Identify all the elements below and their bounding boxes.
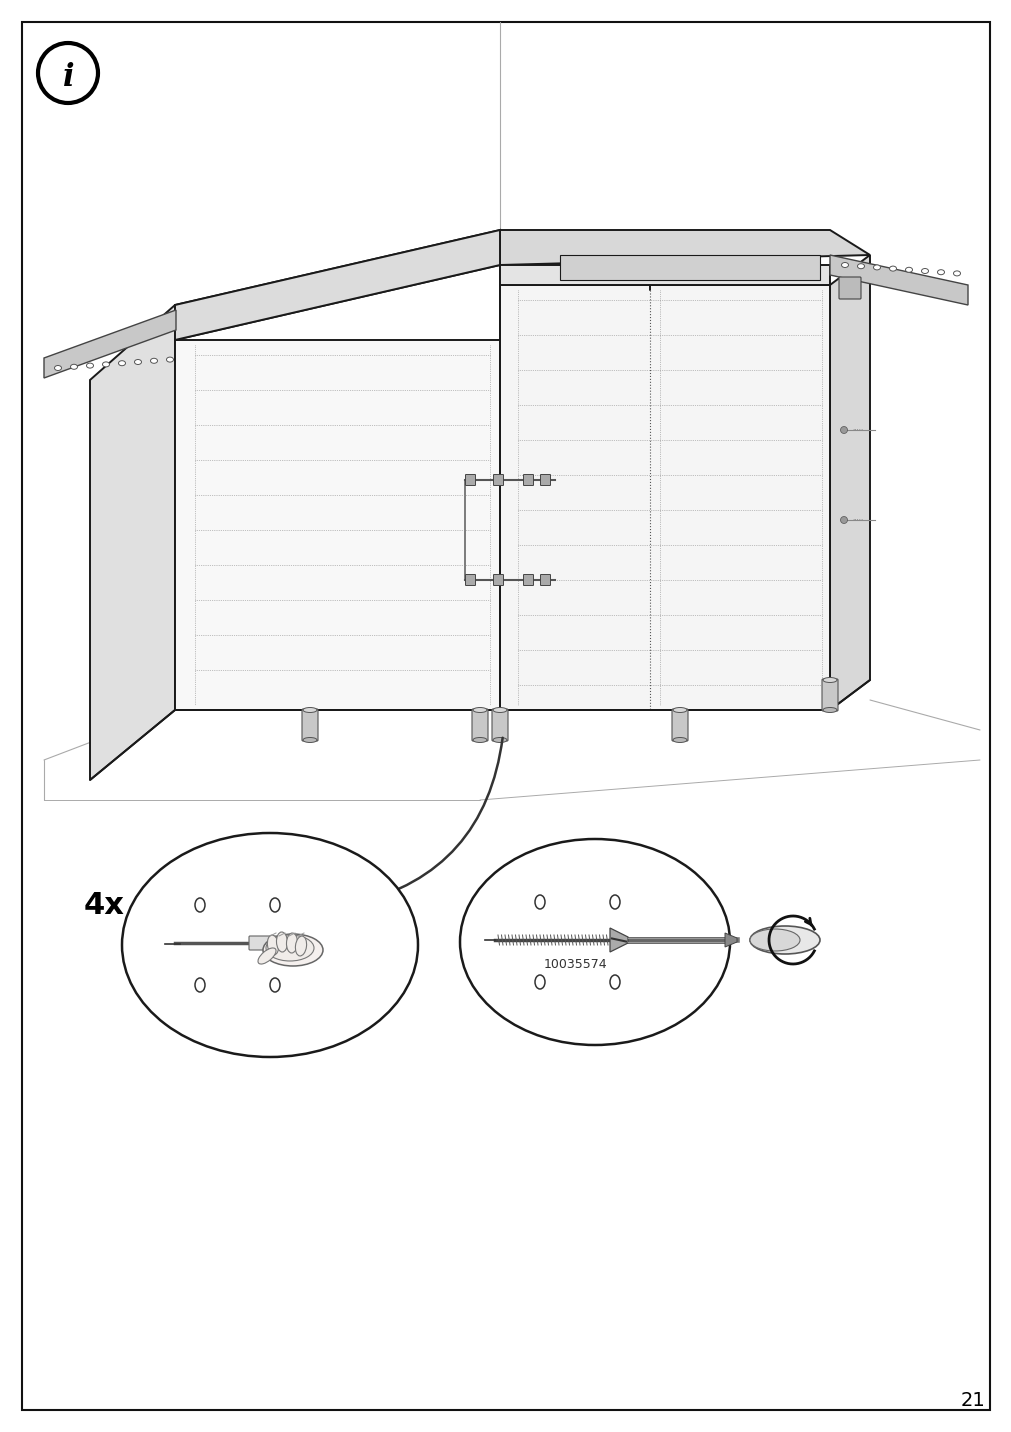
Text: 10035574: 10035574 [543, 958, 607, 971]
Text: i: i [63, 63, 75, 93]
Polygon shape [43, 309, 176, 378]
Polygon shape [610, 928, 628, 952]
Ellipse shape [672, 707, 686, 713]
Ellipse shape [841, 262, 847, 268]
Ellipse shape [276, 932, 287, 952]
Ellipse shape [749, 929, 800, 951]
Ellipse shape [872, 265, 880, 269]
Ellipse shape [302, 707, 316, 713]
FancyBboxPatch shape [523, 474, 533, 485]
Text: 21: 21 [959, 1390, 984, 1411]
Polygon shape [829, 255, 869, 710]
FancyBboxPatch shape [493, 574, 503, 586]
Polygon shape [829, 255, 968, 305]
Ellipse shape [55, 365, 62, 371]
Ellipse shape [266, 935, 313, 961]
FancyBboxPatch shape [821, 679, 837, 712]
FancyBboxPatch shape [540, 574, 550, 586]
Circle shape [840, 517, 846, 524]
Ellipse shape [270, 898, 280, 912]
Ellipse shape [195, 978, 205, 992]
Ellipse shape [460, 839, 729, 1045]
Ellipse shape [302, 737, 316, 743]
Polygon shape [724, 934, 736, 947]
Polygon shape [175, 231, 499, 339]
FancyBboxPatch shape [471, 709, 487, 740]
FancyBboxPatch shape [491, 709, 508, 740]
Ellipse shape [134, 359, 142, 365]
Circle shape [38, 43, 98, 103]
Ellipse shape [492, 707, 507, 713]
Text: ·····: ····· [851, 517, 862, 523]
Polygon shape [499, 231, 869, 265]
Polygon shape [499, 265, 829, 285]
Circle shape [840, 427, 846, 434]
FancyBboxPatch shape [249, 937, 279, 949]
Ellipse shape [749, 927, 819, 954]
Ellipse shape [610, 895, 620, 909]
Ellipse shape [263, 934, 323, 967]
Ellipse shape [267, 935, 278, 955]
FancyBboxPatch shape [523, 574, 533, 586]
Ellipse shape [258, 948, 276, 964]
Ellipse shape [936, 269, 943, 275]
Ellipse shape [270, 978, 280, 992]
Ellipse shape [472, 737, 486, 743]
Ellipse shape [118, 361, 125, 365]
Text: 4x: 4x [84, 891, 124, 919]
FancyBboxPatch shape [838, 276, 860, 299]
Ellipse shape [122, 833, 418, 1057]
FancyBboxPatch shape [671, 709, 687, 740]
Ellipse shape [71, 364, 78, 369]
Text: ·····: ····· [851, 427, 862, 432]
Ellipse shape [610, 975, 620, 990]
Ellipse shape [86, 364, 93, 368]
Ellipse shape [492, 737, 507, 743]
Ellipse shape [102, 362, 109, 367]
Ellipse shape [672, 737, 686, 743]
Polygon shape [175, 339, 499, 710]
Ellipse shape [889, 266, 896, 271]
Polygon shape [559, 255, 819, 281]
Ellipse shape [822, 707, 836, 713]
Ellipse shape [195, 898, 205, 912]
Ellipse shape [535, 895, 545, 909]
Ellipse shape [921, 269, 927, 274]
FancyBboxPatch shape [465, 474, 475, 485]
Ellipse shape [167, 357, 173, 362]
Ellipse shape [905, 268, 912, 272]
FancyBboxPatch shape [465, 574, 475, 586]
Ellipse shape [472, 707, 486, 713]
Ellipse shape [295, 937, 306, 957]
Ellipse shape [286, 934, 297, 952]
Ellipse shape [535, 975, 545, 990]
Polygon shape [90, 305, 175, 780]
Polygon shape [499, 285, 829, 710]
Ellipse shape [822, 677, 836, 683]
FancyBboxPatch shape [301, 709, 317, 740]
Polygon shape [175, 231, 499, 339]
Ellipse shape [856, 263, 863, 269]
FancyBboxPatch shape [493, 474, 503, 485]
Ellipse shape [151, 358, 158, 364]
FancyBboxPatch shape [540, 474, 550, 485]
Ellipse shape [952, 271, 959, 276]
